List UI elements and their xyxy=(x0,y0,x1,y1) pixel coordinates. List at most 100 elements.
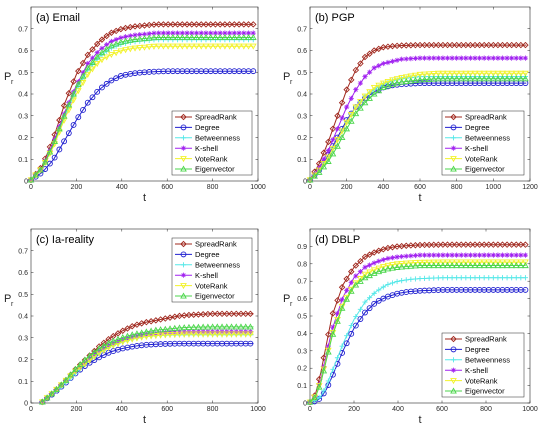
series-point xyxy=(43,394,51,401)
series-point xyxy=(230,33,238,40)
series-point xyxy=(240,21,248,28)
legend-swatch-marker xyxy=(450,335,457,343)
series-point xyxy=(458,41,465,49)
y-tick-label: 0.6 xyxy=(18,48,28,55)
series-point xyxy=(213,331,221,338)
series-point xyxy=(348,95,354,101)
series-point xyxy=(376,63,382,69)
series-point xyxy=(421,76,428,83)
series-point xyxy=(141,31,148,37)
series-point xyxy=(425,259,433,266)
y-tick-label: 0.5 xyxy=(297,314,307,321)
series-point xyxy=(228,310,235,318)
series-point xyxy=(371,290,377,296)
series-point xyxy=(380,60,386,67)
series-point xyxy=(118,35,124,41)
series-point xyxy=(435,41,442,49)
series-point xyxy=(480,41,488,49)
series-point xyxy=(412,276,419,282)
series-point xyxy=(86,352,94,359)
series-point xyxy=(223,310,231,318)
series-point xyxy=(417,55,423,61)
series-point xyxy=(60,102,68,109)
series-point xyxy=(190,331,198,338)
series-point xyxy=(233,310,240,318)
series-point xyxy=(512,70,520,77)
series-point xyxy=(209,323,216,330)
x-tick-label: 800 xyxy=(207,406,219,413)
x-axis-label: t xyxy=(143,192,146,204)
series-point xyxy=(128,323,136,330)
x-tick-label: 1000 xyxy=(522,406,538,413)
series-point xyxy=(197,43,205,50)
series-point xyxy=(467,262,474,269)
series-point xyxy=(222,30,228,36)
series-point xyxy=(184,30,190,36)
series-point xyxy=(321,363,327,370)
series-point xyxy=(126,46,134,53)
legend-swatch-marker xyxy=(450,156,457,163)
series-point xyxy=(343,275,350,283)
series-point xyxy=(164,21,172,28)
series-point xyxy=(513,252,519,258)
legend-label: VoteRank xyxy=(195,154,228,163)
series-point xyxy=(435,241,442,248)
series-point xyxy=(416,41,424,49)
x-tick-label: 800 xyxy=(451,184,463,191)
legend-entry-spreadrank: SpreadRank xyxy=(175,240,237,249)
series-point xyxy=(329,310,337,317)
series-point xyxy=(435,252,441,258)
series-point xyxy=(306,176,314,183)
series-point xyxy=(89,55,96,61)
series-point xyxy=(136,45,144,52)
series-point xyxy=(104,42,110,48)
series-voterank xyxy=(38,331,254,406)
legend-box xyxy=(171,237,253,303)
y-tick-label: 0.1 xyxy=(18,157,28,164)
series-point xyxy=(98,36,106,43)
panel-title: (b) PGP xyxy=(315,12,355,24)
x-tick-label: 1200 xyxy=(522,184,538,191)
series-point xyxy=(245,43,252,50)
legend-entry-betweenness: Betweenness xyxy=(175,134,240,143)
series-point xyxy=(370,269,378,276)
series-point xyxy=(522,41,529,49)
legend-entry-betweenness: Betweenness xyxy=(445,134,510,143)
series-point xyxy=(448,241,456,248)
series-point xyxy=(320,367,328,374)
series-point xyxy=(56,125,63,132)
series-point xyxy=(89,94,96,101)
y-tick-label: 0.9 xyxy=(297,244,307,251)
series-point xyxy=(325,147,331,154)
series-point xyxy=(426,252,432,258)
series-point xyxy=(370,267,378,274)
series-point xyxy=(462,41,470,49)
series-point xyxy=(344,104,350,110)
series-point xyxy=(171,331,179,338)
series-point xyxy=(105,339,112,346)
x-tick-label: 400 xyxy=(116,184,128,191)
legend-label: K-shell xyxy=(465,144,488,153)
series-point xyxy=(430,259,438,266)
series-point xyxy=(325,331,332,338)
y-tick-label: 0.2 xyxy=(18,135,28,142)
legend-label: Betweenness xyxy=(465,356,510,365)
series-point xyxy=(223,331,231,338)
series-point xyxy=(517,241,525,248)
series-point xyxy=(457,259,465,266)
series-point xyxy=(103,45,111,52)
series-point xyxy=(330,137,336,143)
series-point xyxy=(343,86,350,93)
series-point xyxy=(439,241,447,248)
series-point xyxy=(499,262,506,269)
series-point xyxy=(402,74,410,81)
y-tick-label: 0.4 xyxy=(297,331,307,338)
series-point xyxy=(362,309,368,316)
legend-box xyxy=(171,110,253,176)
series-point xyxy=(379,266,387,273)
series-point xyxy=(375,265,383,272)
series-point xyxy=(169,21,177,28)
legend-entry-betweenness: Betweenness xyxy=(175,261,240,270)
x-tick-label: 600 xyxy=(161,406,173,413)
series-point xyxy=(188,33,196,40)
